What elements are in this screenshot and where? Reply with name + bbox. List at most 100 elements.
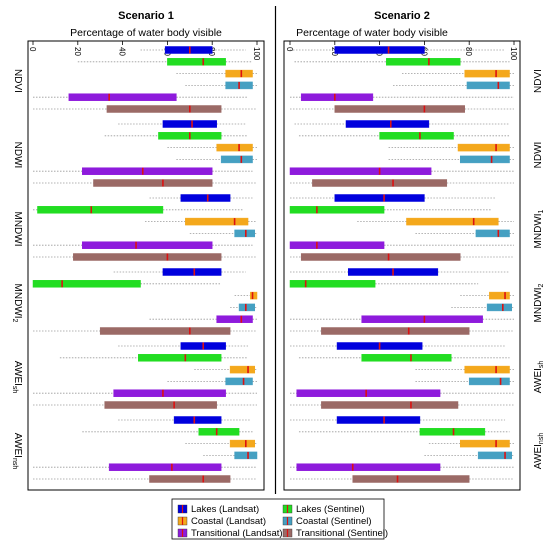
s2-ndwi-lakes-sentinel-box (379, 132, 454, 140)
s1-index-label-mndwi-2-subscript: 2 (11, 319, 18, 323)
s1-index-label-mndwi-main: MNDWI (12, 212, 23, 247)
s1-mndwi-2-lakes-landsat-box (162, 268, 222, 276)
s2-ndwi-coastal-landsat-box (457, 143, 510, 152)
s1-awei-nsh-coastal-landsat-box (229, 439, 256, 448)
s2-index-label-awei-sh-subscript: sh (538, 361, 545, 369)
s2-ndwi-lakes-landsat-box (345, 120, 430, 128)
s1-awei-nsh-transitional-landsat-box (108, 463, 222, 471)
scenario-1-x-ticks: 020406080100 (28, 41, 261, 61)
s2-index-label-ndwi: NDWI (533, 142, 544, 169)
s2-ndwi-coastal-sentinel-box (459, 155, 510, 164)
s2-mndwi-1-coastal-landsat-box (406, 217, 499, 226)
scenario-1-boxes (32, 46, 258, 483)
legend-coastal-landsat-label: Coastal (Landsat) (191, 516, 266, 527)
s1-index-label-ndvi-main: NDVI (12, 69, 23, 93)
s1-index-label-awei-sh-subscript: sh (11, 386, 18, 394)
s1-mndwi-2-coastal-sentinel-box (238, 303, 256, 312)
legend-frame (171, 498, 385, 540)
s1-ndwi-transitional-sentinel-box (93, 179, 213, 187)
s1-index-label-mndwi: MNDWI (12, 212, 23, 247)
s1-awei-nsh-transitional-sentinel-box (149, 475, 231, 483)
s1-mndwi-2-coastal-landsat-box (250, 291, 258, 300)
s2-ndvi-transitional-landsat-box (300, 93, 374, 101)
s1-ndvi-lakes-sentinel-box (167, 58, 226, 66)
scenario-1-title: Scenario 1 (118, 10, 174, 22)
s2-ndvi-coastal-sentinel-box (466, 81, 510, 90)
s2-mndwi-1-lakes-landsat-box (334, 194, 425, 202)
scenario-1-plot-frame (27, 40, 265, 491)
s1-ndwi-lakes-landsat-box (162, 120, 217, 128)
s1-index-label-awei-sh: AWEIsh (11, 361, 23, 394)
s2-mndwi-1-transitional-sentinel-box (300, 253, 461, 261)
s2-index-label-mndwi-2-subscript: 2 (538, 283, 545, 287)
legend-transitional-sentinel-label: Transitional (Sentinel) (296, 528, 388, 539)
s1-awei-sh-lakes-sentinel-box (138, 354, 222, 362)
s2-x-tick-label-0: 0 (285, 47, 294, 52)
s2-index-label-awei-nsh-main: AWEI (533, 444, 544, 469)
s1-awei-nsh-lakes-landsat-box (173, 416, 222, 424)
scenario-2-x-axis-label: Percentage of water body visible (296, 27, 448, 39)
s2-awei-sh-lakes-sentinel-box (361, 354, 452, 362)
s2-x-tick-label-80: 80 (464, 47, 473, 56)
s1-index-label-awei-sh-main: AWEI (12, 361, 23, 386)
s2-index-label-mndwi-1-main: MNDWI (533, 213, 544, 248)
s2-ndwi-transitional-landsat-box (289, 167, 432, 175)
s1-ndvi-coastal-landsat-box (225, 69, 253, 78)
s1-x-tick-label-0: 0 (28, 47, 37, 52)
s1-mndwi-coastal-landsat-box (185, 217, 249, 226)
s1-mndwi-2-lakes-sentinel-box (32, 280, 141, 288)
s1-awei-sh-transitional-sentinel-box (104, 401, 217, 409)
s1-index-label-ndvi: NDVI (12, 69, 23, 93)
scenario-1-x-axis-label: Percentage of water body visible (70, 27, 222, 39)
s2-ndwi-transitional-sentinel-box (312, 179, 448, 187)
legend-transitional-landsat-label: Transitional (Landsat) (191, 528, 283, 539)
s2-index-label-mndwi-2-main: MNDWI (533, 287, 544, 322)
s1-ndvi-transitional-sentinel-box (106, 105, 222, 113)
s2-index-label-mndwi-1-subscript: 1 (538, 209, 545, 213)
s2-ndvi-coastal-landsat-box (464, 69, 510, 78)
scenario-2-boxes (289, 46, 514, 483)
scenario-1-panel: Scenario 1 Percentage of water body visi… (11, 10, 265, 491)
s2-index-label-ndvi-main: NDVI (533, 69, 544, 93)
s1-mndwi-2-transitional-landsat-box (216, 315, 253, 323)
legend-coastal-sentinel-label: Coastal (Sentinel) (296, 516, 372, 527)
s1-mndwi-transitional-landsat-box (82, 241, 213, 249)
s2-mndwi-2-coastal-landsat-box (489, 291, 510, 300)
s1-ndwi-coastal-landsat-box (216, 143, 253, 152)
s1-ndwi-coastal-sentinel-box (220, 155, 253, 164)
s2-mndwi-2-transitional-sentinel-box (321, 327, 470, 335)
s1-ndvi-lakes-landsat-box (164, 46, 213, 54)
s1-x-tick-label-20: 20 (73, 47, 82, 56)
s2-awei-nsh-coastal-landsat-box (459, 439, 510, 448)
s1-awei-nsh-lakes-sentinel-box (198, 428, 240, 436)
s2-awei-nsh-coastal-sentinel-box (477, 451, 513, 460)
s2-x-tick-label-20: 20 (330, 47, 339, 56)
legend-lakes-sentinel-label: Lakes (Sentinel) (296, 504, 365, 515)
s2-awei-nsh-transitional-sentinel-box (352, 475, 470, 483)
s2-mndwi-2-lakes-sentinel-box (289, 280, 376, 288)
s2-index-label-awei-sh: AWEIsh (533, 361, 545, 394)
s1-index-label-awei-nsh: AWEInsh (11, 433, 23, 470)
legend-lakes-landsat-label: Lakes (Landsat) (191, 504, 259, 515)
s1-awei-nsh-coastal-sentinel-box (234, 451, 258, 460)
s2-ndvi-transitional-sentinel-box (334, 105, 465, 113)
s1-index-label-ndwi: NDWI (12, 142, 23, 169)
s1-mndwi-coastal-sentinel-box (234, 229, 256, 238)
s2-index-label-mndwi-1: MNDWI1 (533, 209, 545, 248)
s2-index-label-ndvi: NDVI (533, 69, 544, 93)
s2-awei-nsh-lakes-landsat-box (336, 416, 421, 424)
s1-ndwi-transitional-landsat-box (82, 167, 213, 175)
s1-index-label-awei-nsh-main: AWEI (12, 433, 23, 458)
s2-mndwi-1-lakes-sentinel-box (289, 206, 385, 214)
s2-index-label-mndwi-2: MNDWI2 (533, 283, 545, 322)
s2-mndwi-2-coastal-sentinel-box (486, 303, 513, 312)
s1-mndwi-transitional-sentinel-box (73, 253, 222, 261)
s1-ndvi-transitional-landsat-box (68, 93, 177, 101)
s2-index-label-ndwi-main: NDWI (533, 142, 544, 169)
s2-awei-sh-transitional-landsat-box (296, 389, 441, 397)
scenario-2-panel: Scenario 2 Percentage of water body visi… (283, 10, 545, 491)
s1-awei-sh-coastal-sentinel-box (225, 377, 253, 386)
